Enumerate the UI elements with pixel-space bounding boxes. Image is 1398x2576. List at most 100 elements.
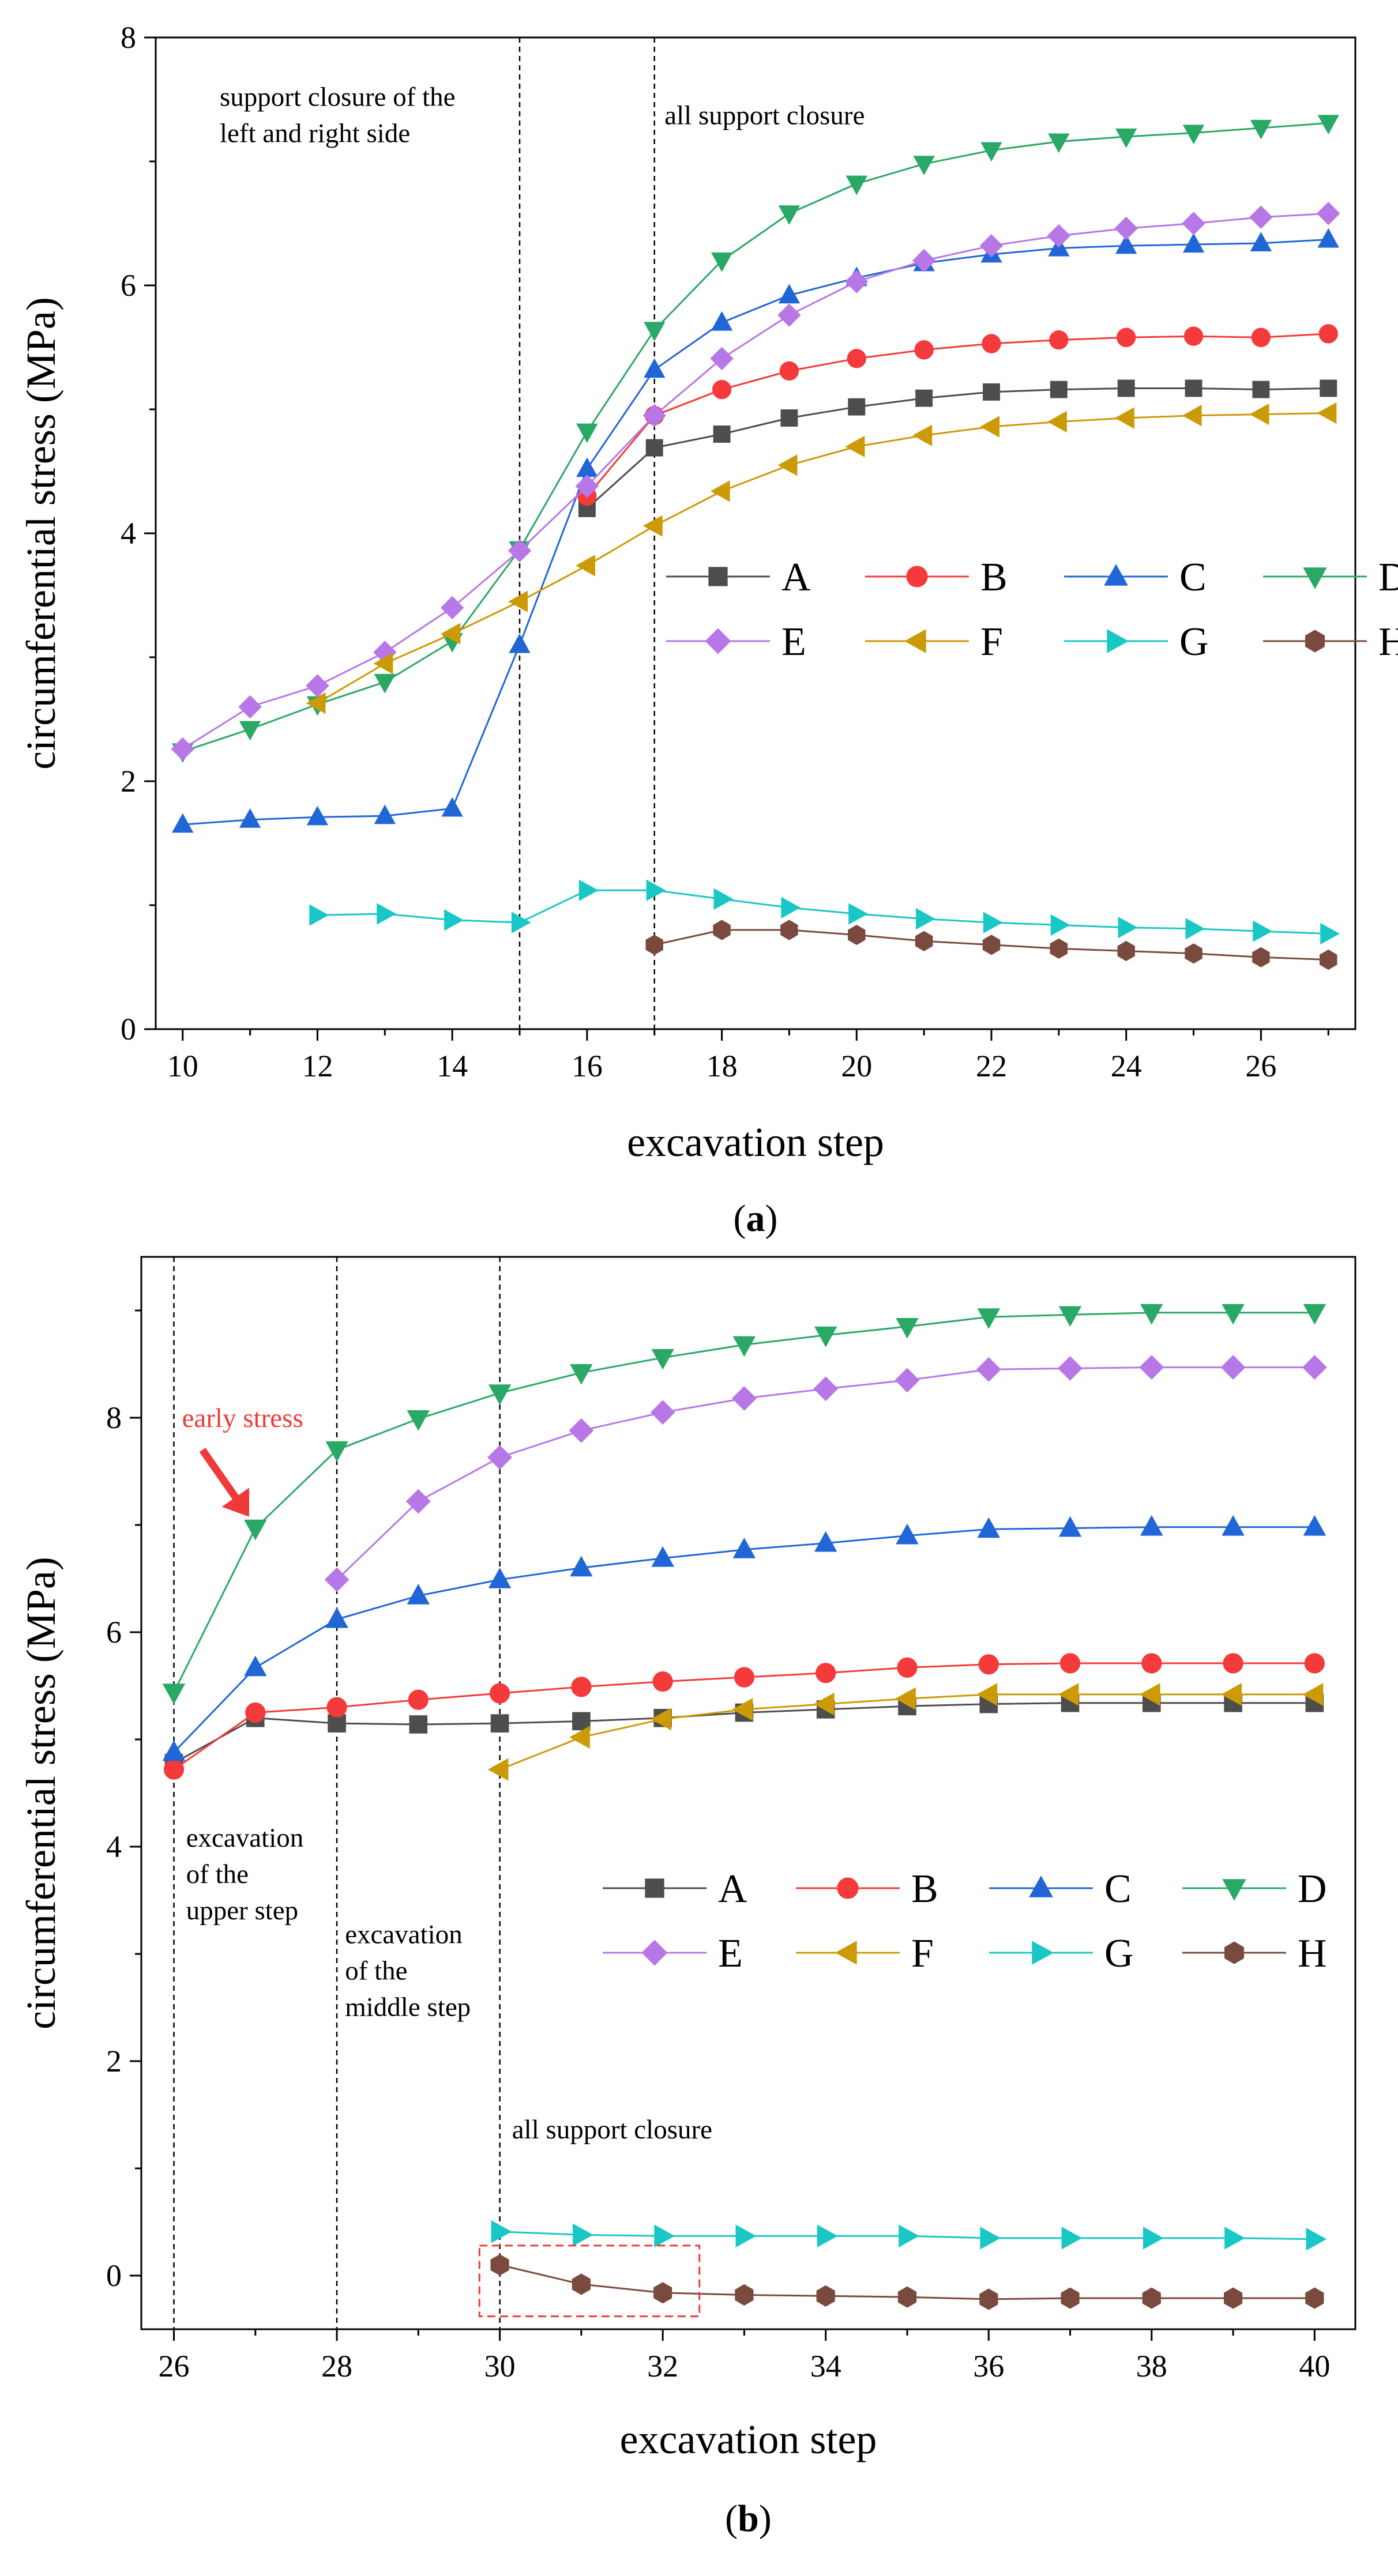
x-tick-label: 20 [841, 1049, 872, 1083]
data-point-E [508, 538, 532, 563]
series-line-B [586, 333, 1329, 497]
data-point-E [238, 695, 262, 719]
data-point-D [1317, 115, 1339, 135]
legend: A B C D E F G H [666, 555, 1398, 664]
data-point-E [979, 234, 1004, 258]
panel-label-close: ) [765, 1197, 778, 1240]
data-point-H [897, 2286, 917, 2308]
data-point-A [645, 439, 663, 457]
data-point-D [644, 322, 666, 342]
x-tick-label: 24 [1111, 1049, 1142, 1083]
data-point-H [645, 935, 663, 955]
data-point-C [162, 1740, 186, 1761]
data-point-B [490, 1683, 510, 1704]
data-point-F [508, 590, 528, 612]
data-point-H [1050, 938, 1068, 959]
early-stress-arrow-shaft [199, 1448, 239, 1500]
data-point-B [712, 379, 732, 400]
data-point-E [895, 1368, 920, 1393]
data-point-C [1182, 233, 1205, 253]
annotation-text: of the [345, 1956, 407, 1986]
series-line-A [586, 387, 1329, 510]
data-point-D [1115, 128, 1137, 148]
annotation-text: all support closure [664, 101, 865, 131]
data-point-D [325, 1441, 348, 1462]
data-point-G [573, 2223, 593, 2247]
data-point-G [1185, 918, 1205, 940]
data-point-E [1114, 216, 1138, 240]
data-point-G [1306, 2228, 1327, 2251]
data-point-B [245, 1702, 266, 1723]
data-point-E [1302, 1355, 1327, 1380]
data-point-G [309, 904, 329, 926]
data-point-B [1141, 1653, 1162, 1674]
annotation-text: of the [186, 1859, 249, 1889]
data-point-H [490, 2254, 509, 2276]
data-point-F [1249, 403, 1269, 425]
data-point-H [1252, 947, 1270, 967]
data-point-A [780, 409, 798, 427]
legend-label-F: F [911, 1931, 934, 1976]
data-point-B [734, 1667, 755, 1688]
data-point-D [576, 423, 598, 443]
data-point-D [162, 1684, 186, 1705]
panel-b-chart: 26 28 30 32 34 36 38 40 0 2 4 6 8 excavation step circ… [18, 1256, 1356, 2540]
data-point-F [813, 1692, 835, 1716]
data-point-B [815, 1663, 836, 1684]
data-point-C [651, 1546, 674, 1567]
data-point-F [845, 435, 865, 458]
data-point-B [408, 1689, 429, 1710]
data-point-C [778, 284, 801, 304]
data-point-B [1049, 330, 1069, 350]
legend-marker-F [904, 629, 926, 653]
data-point-E [1316, 201, 1340, 225]
data-point-A [490, 1714, 509, 1733]
data-point-C [977, 1517, 1001, 1538]
data-point-D [488, 1384, 512, 1406]
data-point-A [409, 1715, 428, 1734]
data-point-D [778, 205, 801, 225]
data-point-E [1047, 224, 1071, 248]
series-line-C [182, 239, 1329, 826]
data-point-B [779, 361, 799, 381]
data-point-H [653, 2282, 672, 2304]
x-tick-label: 12 [302, 1049, 333, 1083]
data-point-E [569, 1418, 594, 1443]
legend-marker-D [1222, 1879, 1246, 1901]
data-point-B [571, 1677, 592, 1697]
data-point-C [441, 797, 463, 817]
data-point-G [848, 903, 869, 925]
data-point-C [711, 311, 733, 331]
data-point-G [735, 2224, 757, 2247]
data-point-E [1220, 1355, 1246, 1380]
y-tick-label: 0 [121, 1012, 136, 1046]
legend-marker-A [708, 567, 728, 586]
data-point-E [710, 347, 734, 371]
data-point-E [171, 737, 195, 761]
legend-marker-E [705, 628, 731, 654]
x-tick-label: 30 [484, 2349, 516, 2383]
data-point-E [440, 596, 464, 620]
legend-label-D: D [1378, 555, 1398, 600]
y-tick-label: 4 [106, 1829, 122, 1864]
data-point-G [511, 912, 531, 933]
panel-label: (a) [734, 1197, 778, 1240]
data-point-F [1221, 1683, 1242, 1706]
panel-label-open: ( [725, 2498, 738, 2540]
data-point-G [1118, 917, 1138, 939]
data-point-E [1058, 1355, 1083, 1381]
data-point-B [1304, 1653, 1325, 1674]
y-axis-title: circumferential stress (MPa) [18, 1557, 64, 2029]
legend-marker-F [835, 1941, 857, 1965]
data-point-D [913, 156, 935, 176]
legend-label-A: A [718, 1867, 747, 1911]
data-point-H [1305, 2287, 1324, 2309]
data-point-B [652, 1671, 673, 1692]
data-point-B [914, 340, 934, 360]
data-point-A [915, 389, 933, 407]
data-point-G [578, 879, 599, 901]
data-point-C [732, 1537, 756, 1558]
data-point-F [373, 653, 393, 675]
x-tick-label: 36 [973, 2349, 1004, 2383]
data-point-F [732, 1698, 753, 1721]
